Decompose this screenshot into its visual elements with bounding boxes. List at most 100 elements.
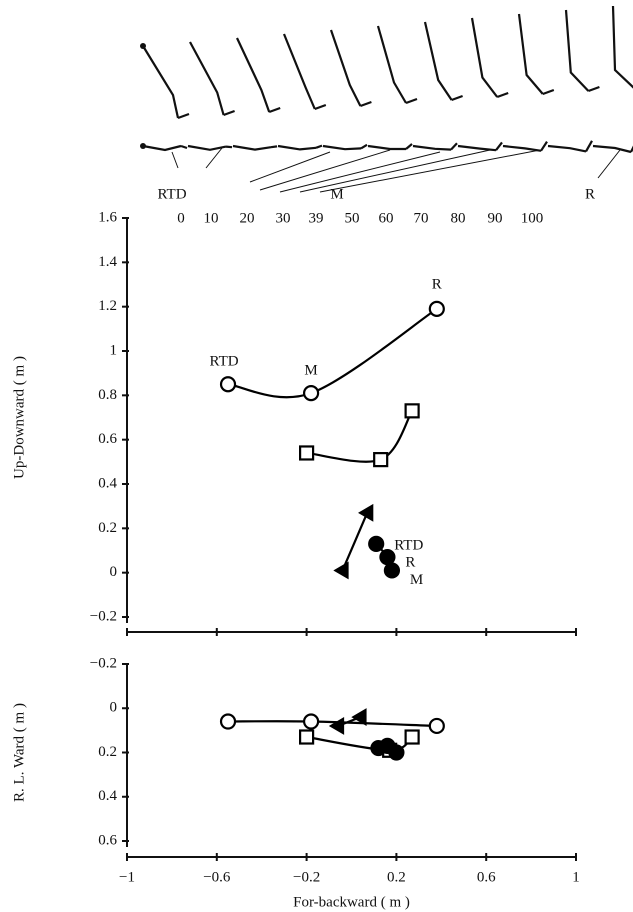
lower-foot	[405, 143, 413, 150]
lower-leg	[592, 144, 632, 154]
percent-label: 90	[488, 210, 503, 226]
leg	[611, 5, 633, 89]
percent-label: 100	[521, 210, 544, 226]
lower-foot	[540, 140, 548, 152]
y-tick-label: 0.6	[98, 431, 117, 447]
lower-foot	[630, 145, 633, 153]
foot	[223, 109, 235, 117]
leg	[236, 37, 271, 113]
point-label: R	[432, 276, 442, 292]
marker	[379, 549, 396, 566]
series-line	[227, 307, 438, 399]
lower-foot	[585, 140, 593, 152]
percent-label: 39	[309, 210, 324, 226]
marker	[299, 729, 315, 745]
point-label: M	[410, 572, 423, 588]
marker	[404, 403, 420, 419]
point-label: M	[304, 363, 317, 379]
lower-foot	[270, 145, 278, 149]
lower-leg	[502, 144, 542, 152]
foot	[451, 94, 463, 102]
lower-foot	[495, 141, 503, 151]
dot	[140, 143, 146, 149]
foot	[177, 112, 190, 120]
y-tick-label: −0.2	[90, 655, 117, 671]
marker	[404, 729, 420, 745]
lower-foot	[315, 144, 323, 149]
x-tick-label: −0.6	[203, 869, 231, 885]
lower-leg	[277, 144, 317, 151]
y-tick-label: 1.2	[98, 298, 117, 314]
foot	[268, 106, 281, 114]
leader-line	[205, 147, 223, 169]
percent-label: 80	[451, 210, 466, 226]
percent-label: 50	[345, 210, 360, 226]
lower-leg	[322, 144, 362, 151]
y-tick-label: 0.2	[98, 520, 117, 536]
lower-foot	[360, 143, 368, 150]
leader-line	[279, 151, 441, 193]
x-axis-title: For-backward ( m )	[293, 894, 410, 910]
foot	[496, 91, 509, 99]
lower-leg	[187, 144, 227, 151]
stick-figures	[142, 5, 633, 154]
y-tick-label: 0	[110, 564, 118, 580]
percent-label: 0	[177, 210, 185, 226]
marker	[333, 561, 349, 580]
x-tick-label: 1	[572, 869, 580, 885]
leader-line	[171, 151, 179, 169]
leg	[329, 29, 362, 107]
lower-leg	[142, 144, 182, 152]
point-label: R	[405, 555, 415, 571]
marker	[373, 452, 389, 468]
leg	[564, 9, 590, 92]
marker	[428, 717, 445, 735]
lower-leg	[457, 144, 497, 152]
leg	[470, 17, 499, 98]
percent-label: 20	[240, 210, 255, 226]
series-line	[341, 512, 369, 571]
phase-label: R	[585, 186, 595, 202]
foot	[588, 85, 600, 93]
y-tick-label: 0.6	[98, 832, 117, 848]
y-tick-label: 0.4	[98, 788, 117, 804]
percent-label: 10	[204, 210, 219, 226]
foot	[314, 103, 327, 111]
x-tick-label: −1	[119, 869, 135, 885]
marker	[428, 300, 445, 317]
lower-leg	[367, 144, 406, 151]
lower-foot	[180, 144, 188, 150]
lower-foot	[225, 145, 233, 149]
y-tick-label: −0.2	[90, 608, 117, 624]
y-tick-label: 0.2	[98, 744, 117, 760]
y-tick-label: 1.4	[98, 254, 117, 270]
x-tick-label: 0.2	[387, 869, 406, 885]
leg	[142, 45, 180, 119]
marker	[219, 376, 237, 393]
leader-line	[319, 149, 541, 193]
percent-label: 30	[276, 210, 291, 226]
marker	[388, 744, 405, 761]
point-label: RTD	[394, 537, 423, 553]
y-axis-title: R. L. Ward ( m )	[11, 703, 27, 802]
leg	[517, 13, 544, 95]
foot	[542, 88, 555, 96]
y-tick-label: 0	[110, 700, 118, 716]
marker	[328, 717, 345, 735]
series-line	[306, 410, 414, 463]
marker	[383, 562, 401, 579]
marker	[368, 535, 385, 552]
marker	[302, 385, 320, 402]
leader-line	[597, 149, 621, 179]
lower-foot	[450, 142, 458, 151]
phase-label: M	[330, 186, 343, 202]
leader-line	[299, 149, 491, 193]
y-tick-label: 0.8	[98, 387, 117, 403]
point-label: RTD	[209, 354, 238, 370]
marker	[299, 445, 315, 461]
percent-label: 60	[379, 210, 394, 226]
marker	[219, 713, 237, 730]
lower-leg	[547, 144, 587, 153]
leg	[423, 21, 453, 101]
